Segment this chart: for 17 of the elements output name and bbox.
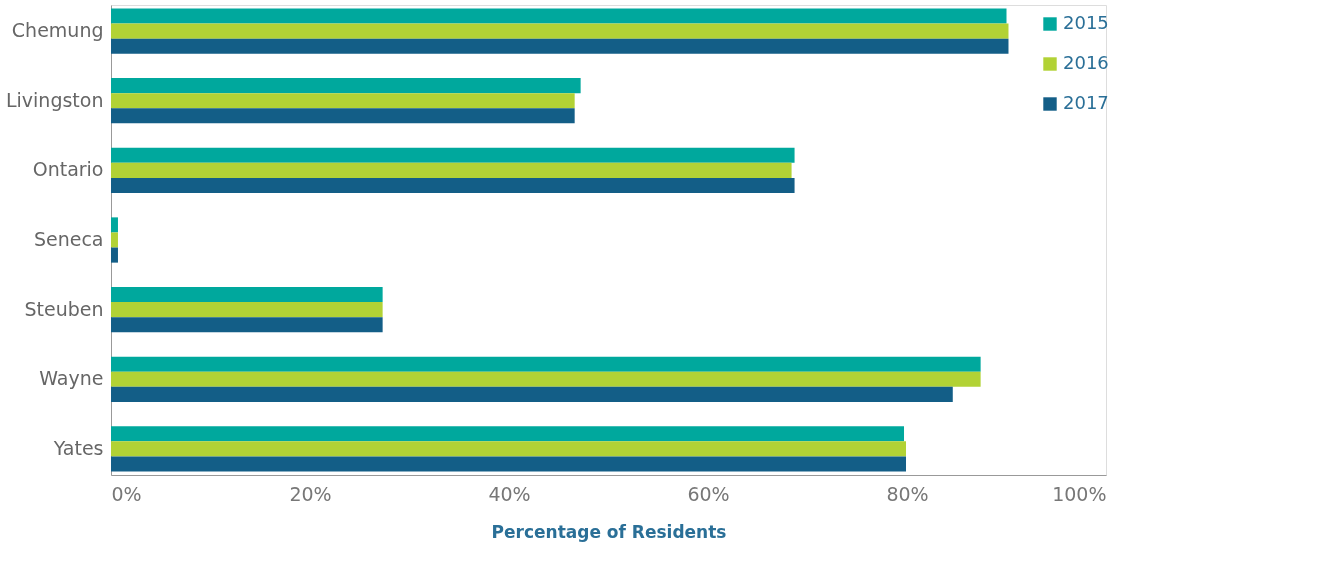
- x-tick-label: 100%: [1052, 482, 1107, 505]
- x-tick-label: 40%: [488, 482, 531, 505]
- x-tick-label: 60%: [687, 482, 730, 505]
- legend-label: 2016: [1063, 52, 1109, 73]
- y-tick-label: Steuben: [24, 297, 104, 320]
- x-tick-label: 80%: [886, 482, 929, 505]
- legend-label: 2017: [1063, 92, 1109, 113]
- y-tick-label: Wayne: [39, 367, 104, 390]
- y-tick-label: Chemung: [11, 19, 104, 42]
- y-tick-label: Ontario: [32, 158, 104, 181]
- x-tick-label: 20%: [289, 482, 332, 505]
- legend-label: 2015: [1063, 12, 1109, 33]
- x-tick-label: 0%: [111, 482, 142, 505]
- y-tick-label: Yates: [52, 436, 104, 459]
- y-tick-label: Livingston: [5, 88, 104, 111]
- y-tick-label: Seneca: [33, 228, 104, 250]
- x-axis-title: Percentage of Residents: [491, 521, 727, 542]
